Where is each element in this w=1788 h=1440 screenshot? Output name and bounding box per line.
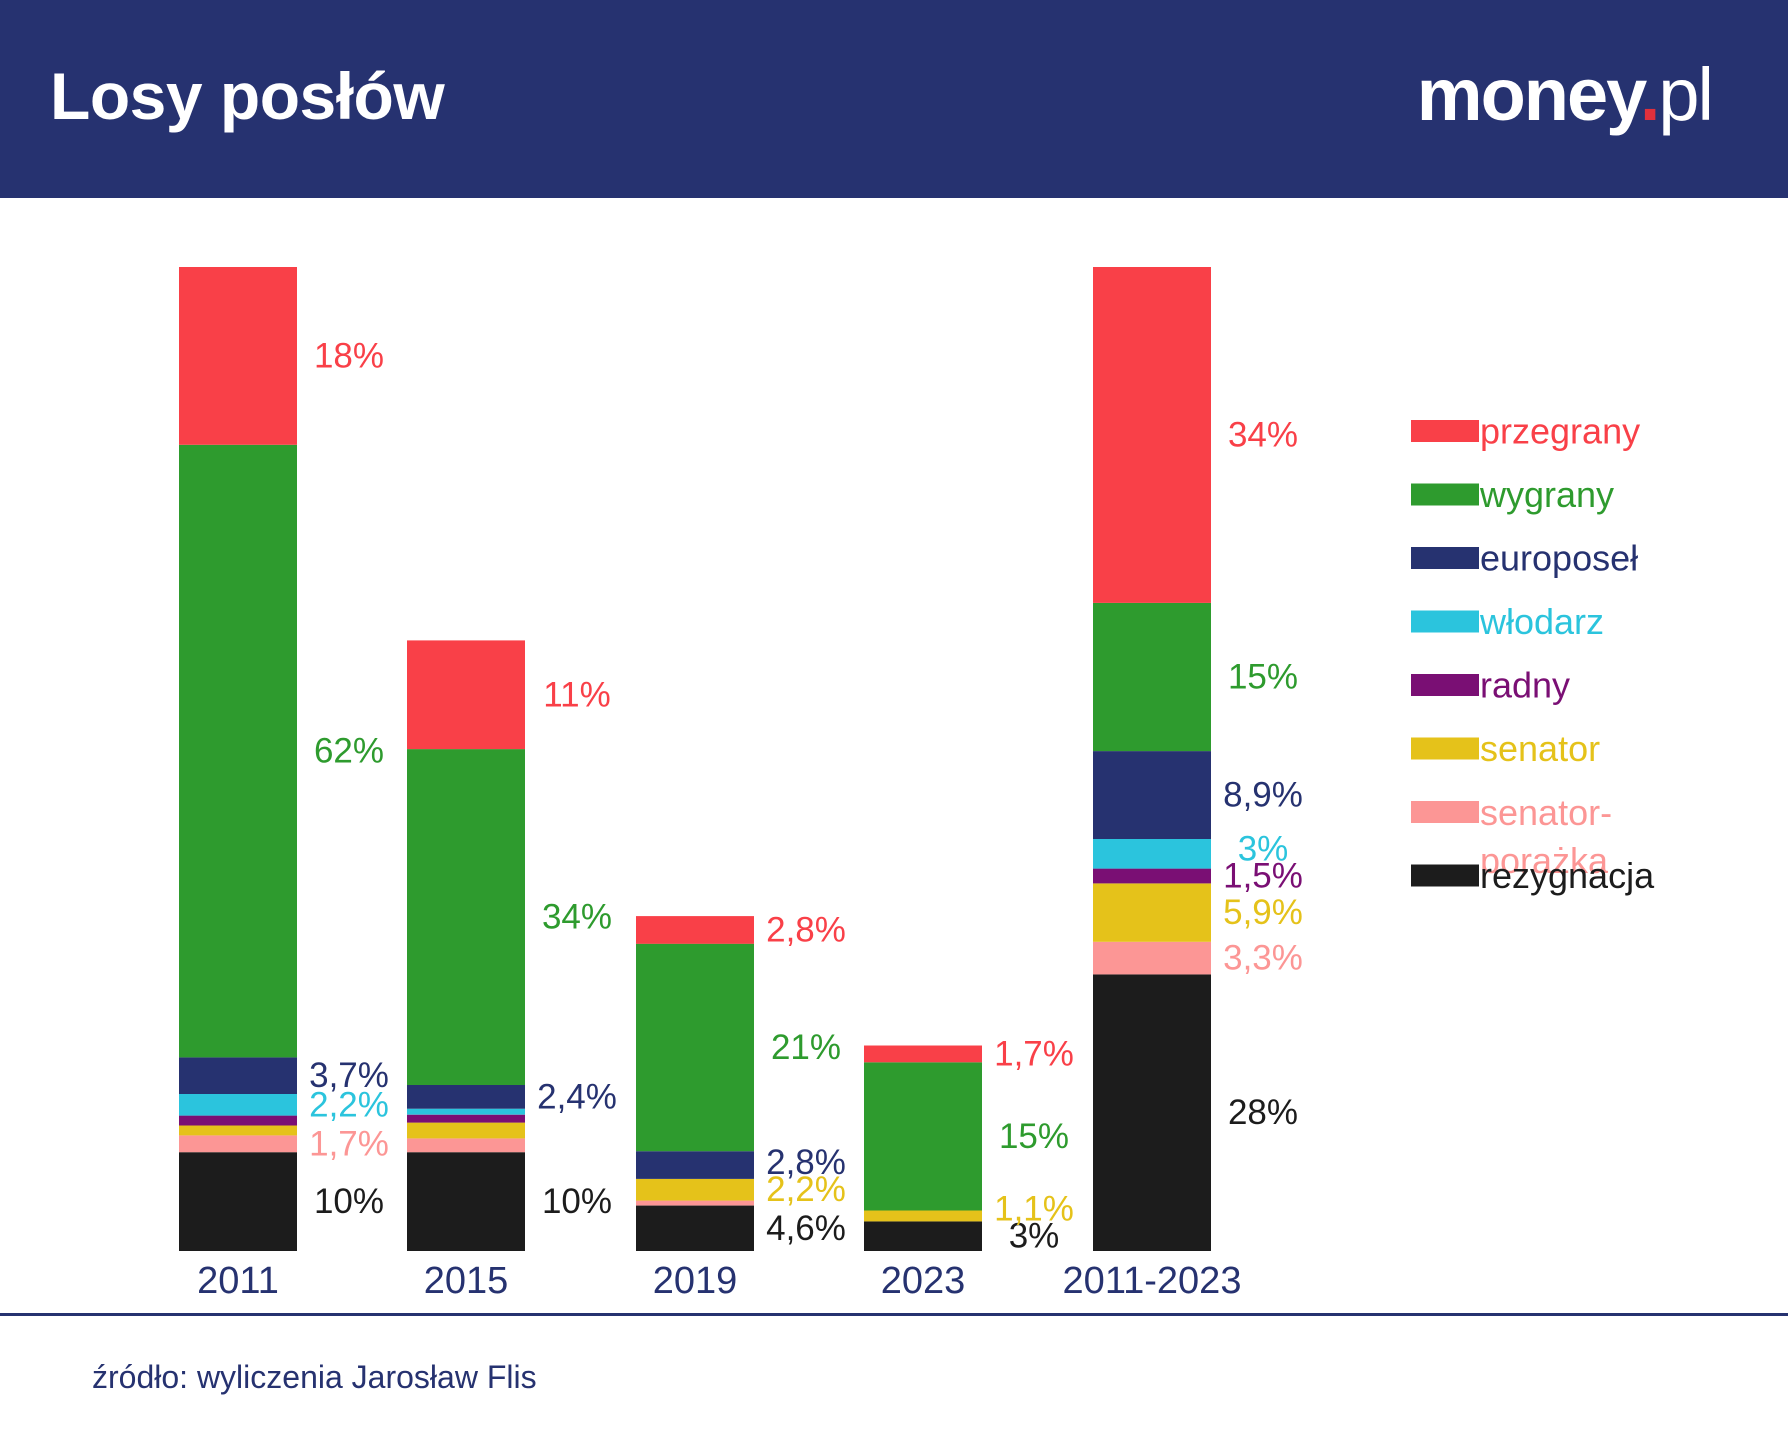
bar-segment-wlodarz-2015 <box>407 1108 525 1115</box>
legend-label-rezygnacja: rezygnacja <box>1480 855 1655 896</box>
bar-segment-europosel-2015 <box>407 1085 525 1109</box>
bar-segment-przegrany-2011-2023 <box>1093 267 1211 603</box>
data-label-przegrany-2019: 2,8% <box>766 910 846 949</box>
data-label-rezygnacja-2011: 10% <box>314 1182 384 1221</box>
x-tick-label: 2011-2023 <box>1063 1260 1242 1302</box>
bar-segment-senator_porazka-2011 <box>179 1135 297 1153</box>
legend-swatch-senator <box>1411 737 1479 760</box>
data-label-senator_porazka-2011: 1,7% <box>309 1124 389 1163</box>
bar-segment-wygrany-2019 <box>636 943 754 1152</box>
bar-segment-wygrany-2015 <box>407 749 525 1085</box>
x-tick-label: 2011 <box>197 1260 279 1302</box>
bar-segment-senator-2015 <box>407 1122 525 1139</box>
bar-segment-radny-2015 <box>407 1114 525 1123</box>
bar-segment-senator_porazka-2019 <box>636 1200 754 1206</box>
bar-segment-wygrany-2023 <box>864 1062 982 1211</box>
data-label-europosel-2019: 2,8% <box>766 1143 846 1182</box>
bar-segment-rezygnacja-2023 <box>864 1221 982 1251</box>
data-label-europosel-2011-2023: 8,9% <box>1223 776 1303 815</box>
data-label-przegrany-2011-2023: 34% <box>1228 415 1298 454</box>
bar-segment-wygrany-2011 <box>179 444 297 1058</box>
logo-word: money <box>1416 53 1642 136</box>
data-label-senator-2019: 2,2% <box>766 1170 846 1209</box>
bar-segment-rezygnacja-2011 <box>179 1152 297 1251</box>
bar-segment-radny-2011-2023 <box>1093 868 1211 884</box>
header-banner: Losy posłów money.pl <box>0 0 1788 198</box>
data-label-rezygnacja-2023: 3% <box>1009 1217 1060 1256</box>
legend-label-senator: senator <box>1480 728 1600 769</box>
legend-label-europosel: europoseł <box>1480 538 1638 579</box>
bar-segment-senator-2019 <box>636 1178 754 1201</box>
data-label-senator-2011-2023: 5,9% <box>1223 893 1303 932</box>
data-label-przegrany-2023: 1,7% <box>994 1034 1074 1073</box>
bar-segment-wygrany-2011-2023 <box>1093 602 1211 752</box>
data-label-radny-2011-2023: 1,5% <box>1223 857 1303 896</box>
data-label-rezygnacja-2011-2023: 28% <box>1228 1093 1298 1132</box>
logo-dot: . <box>1639 53 1661 136</box>
stacked-bar-chart: 10%1,7%2,2%3,7%62%18%201110%2,4%34%11%20… <box>179 267 1655 1302</box>
legend-swatch-wygrany <box>1411 483 1479 506</box>
legend-label-przegrany: przegrany <box>1480 411 1640 452</box>
bar-segment-wlodarz-2011-2023 <box>1093 839 1211 869</box>
data-label-rezygnacja-2015: 10% <box>542 1182 612 1221</box>
logo-tld: pl <box>1658 53 1714 136</box>
bar-segment-przegrany-2015 <box>407 640 525 750</box>
bar-segment-senator-2023 <box>864 1210 982 1222</box>
data-label-przegrany-2015: 11% <box>543 675 610 714</box>
data-label-rezygnacja-2019: 4,6% <box>766 1209 846 1248</box>
bar-segment-rezygnacja-2011-2023 <box>1093 974 1211 1251</box>
source-note: źródło: wyliczenia Jarosław Flis <box>92 1359 537 1395</box>
legend-swatch-rezygnacja <box>1411 864 1479 887</box>
footer-divider <box>0 1313 1788 1316</box>
legend-label-wygrany: wygrany <box>1479 474 1614 515</box>
bar-segment-senator_porazka-2015 <box>407 1138 525 1153</box>
data-label-wlodarz-2011: 2,2% <box>309 1085 389 1124</box>
x-tick-label: 2023 <box>881 1260 966 1302</box>
data-label-wlodarz-2011-2023: 3% <box>1238 830 1289 869</box>
bar-segment-europosel-2011 <box>179 1057 297 1094</box>
bar-segment-senator-2011-2023 <box>1093 883 1211 942</box>
legend-label-radny: radny <box>1480 665 1570 706</box>
legend-swatch-wlodarz <box>1411 610 1479 633</box>
data-label-wygrany-2019: 21% <box>771 1028 841 1067</box>
data-label-wygrany-2015: 34% <box>542 898 612 937</box>
x-tick-label: 2019 <box>653 1260 738 1302</box>
bar-segment-rezygnacja-2019 <box>636 1205 754 1251</box>
money-pl-logo: money.pl <box>1416 52 1714 137</box>
data-label-wygrany-2011-2023: 15% <box>1228 658 1298 697</box>
bar-segment-senator-2011 <box>179 1125 297 1136</box>
data-label-przegrany-2011: 18% <box>314 336 384 375</box>
bar-segment-przegrany-2019 <box>636 916 754 944</box>
legend-label-wlodarz: włodarz <box>1479 601 1604 642</box>
bar-segment-przegrany-2023 <box>864 1045 982 1063</box>
data-label-senator_porazka-2011-2023: 3,3% <box>1223 939 1303 978</box>
data-label-senator-2023: 1,1% <box>994 1190 1074 1229</box>
page-title: Losy posłów <box>50 59 445 133</box>
legend-swatch-radny <box>1411 674 1479 696</box>
bar-segment-senator_porazka-2011-2023 <box>1093 941 1211 975</box>
data-label-wygrany-2023: 15% <box>999 1117 1069 1156</box>
legend-swatch-europosel <box>1411 547 1479 569</box>
data-label-wygrany-2011: 62% <box>314 732 384 771</box>
bar-segment-europosel-2019 <box>636 1151 754 1179</box>
data-label-europosel-2011: 3,7% <box>309 1056 389 1095</box>
legend-swatch-przegrany <box>1411 420 1479 442</box>
legend-label-senator_porazka: senator-porażka <box>1480 792 1612 881</box>
x-tick-label: 2015 <box>424 1260 509 1302</box>
bar-segment-radny-2011 <box>179 1115 297 1126</box>
bar-segment-przegrany-2011 <box>179 267 297 445</box>
legend-swatch-senator_porazka <box>1411 801 1479 823</box>
data-label-europosel-2015: 2,4% <box>537 1077 617 1116</box>
bar-segment-wlodarz-2011 <box>179 1093 297 1116</box>
bar-segment-europosel-2011-2023 <box>1093 751 1211 839</box>
bar-segment-rezygnacja-2015 <box>407 1152 525 1251</box>
